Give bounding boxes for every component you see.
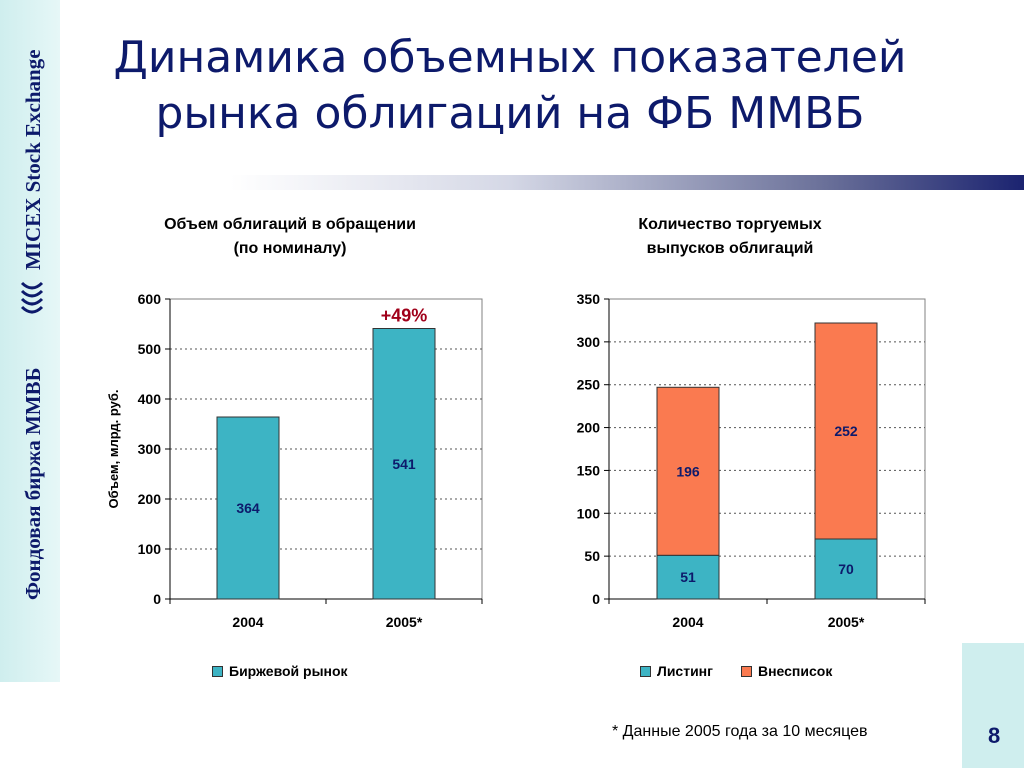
bar (216, 416, 280, 600)
page-number-box (962, 643, 1024, 768)
title-line-1: Динамика объемных показателей (113, 32, 907, 83)
chart2-title-line-1: Количество торгуемых (638, 216, 822, 233)
data-label: 70 (838, 561, 854, 577)
plot-area (608, 298, 926, 600)
y-tick-label: 200 (138, 491, 162, 507)
title-line-2: рынка облигаций на ФБ ММВБ (155, 88, 865, 139)
bar (656, 386, 720, 556)
footnote: * Данные 2005 года за 10 месяцев (612, 723, 868, 740)
x-tick-label: 2004 (232, 614, 263, 630)
chart1-title: Объем облигаций в обращении (по номиналу… (110, 213, 470, 261)
legend-item-offlist: Внесписок (740, 663, 833, 679)
chart1-legend: Биржевой рынок (212, 663, 348, 679)
y-tick-label: 50 (584, 548, 600, 564)
chart2-legend: Листинг Внесписок (640, 663, 832, 679)
y-tick-label: 0 (153, 591, 161, 607)
legend-label: Биржевой рынок (229, 663, 348, 679)
bar (814, 322, 878, 540)
y-tick-label: 100 (577, 505, 601, 521)
chart1-title-line-2: (по номиналу) (233, 240, 347, 257)
bond-issues-chart: 0 50 100 150 200 250 300 350 51 196 2004 70 252 2005* (577, 291, 926, 630)
side-band (0, 0, 60, 682)
legend-swatch (640, 665, 651, 677)
bar (372, 328, 436, 600)
y-tick-label: 300 (138, 441, 162, 457)
y-tick-label: 250 (577, 377, 601, 393)
legend-label: Внесписок (757, 663, 833, 679)
bar (814, 538, 878, 600)
y-tick-label: 200 (577, 420, 601, 436)
legend-label: Листинг (657, 663, 713, 679)
data-label: 364 (236, 500, 260, 516)
x-tick-label: 2005* (386, 614, 423, 630)
title-rule (230, 175, 1024, 190)
growth-annotation: +49% (381, 306, 428, 326)
data-label: 51 (680, 569, 696, 585)
x-tick-label: 2004 (672, 614, 703, 630)
y-tick-label: 0 (592, 591, 600, 607)
data-label: 252 (834, 423, 858, 439)
y-tick-label: 500 (138, 341, 162, 357)
bond-volume-chart: 0 100 200 300 400 500 600 364 2004 541 2005* +49% Об… (106, 291, 483, 630)
legend-swatch (740, 665, 752, 677)
y-tick-label: 350 (577, 291, 601, 307)
brand-logo: Фондовая биржа ММВБ MICEX Stock Exchange (20, 49, 45, 600)
page-number: 8 (988, 723, 1001, 748)
chart2-title-line-2: выпусков облигаций (646, 240, 814, 257)
legend-item-exchange: Биржевой рынок (212, 663, 348, 679)
brand-en: MICEX Stock Exchange (21, 49, 45, 270)
x-tick-label: 2005* (828, 614, 865, 630)
legend-swatch (212, 665, 223, 677)
y-tick-label: 150 (577, 462, 601, 478)
brand-ru: Фондовая биржа ММВБ (21, 368, 45, 600)
legend-item-listing: Листинг (640, 663, 713, 679)
sidebar-brand: Фондовая биржа ММВБ MICEX Stock Exchange (0, 0, 60, 682)
y-tick-label: 300 (577, 334, 601, 350)
y-tick-label: 400 (138, 391, 162, 407)
data-label: 541 (392, 456, 416, 472)
y-axis-label: Объем, млрд. руб. (106, 390, 121, 509)
chart2-title: Количество торгуемых выпусков облигаций (560, 213, 900, 261)
y-tick-label: 100 (138, 541, 162, 557)
y-tick-label: 600 (138, 291, 162, 307)
data-label: 196 (676, 463, 700, 479)
slide-title: Динамика объемных показателей рынка обли… (60, 30, 960, 142)
brand-mark-icon (20, 281, 44, 314)
chart1-title-line-1: Объем облигаций в обращении (164, 216, 416, 233)
